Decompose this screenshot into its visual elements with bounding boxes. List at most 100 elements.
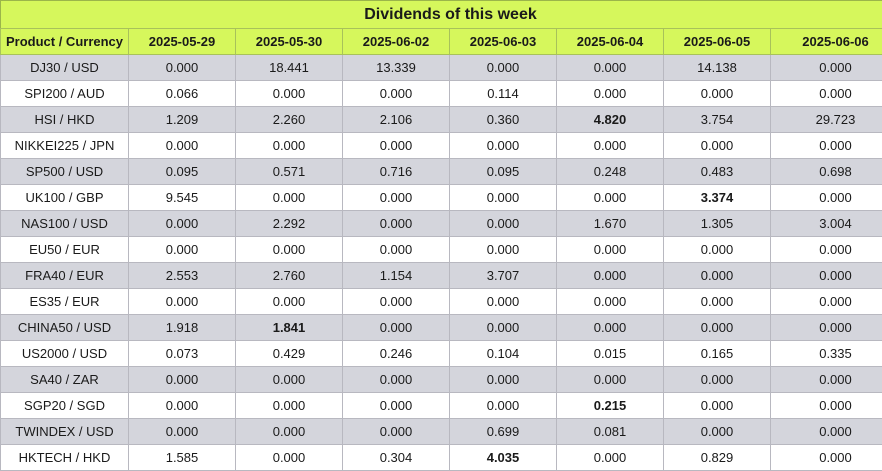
- dividend-cell: 0.429: [236, 341, 343, 367]
- dividend-cell: 1.841: [236, 315, 343, 341]
- dividend-cell: 0.000: [771, 367, 882, 393]
- dividend-cell: 3.754: [664, 107, 771, 133]
- dividend-cell: 0.215: [557, 393, 664, 419]
- dividend-cell: 0.000: [664, 367, 771, 393]
- dividend-cell: 0.000: [771, 185, 882, 211]
- dividend-cell: 1.154: [343, 263, 450, 289]
- dividend-cell: 0.073: [129, 341, 236, 367]
- dividend-cell: 0.248: [557, 159, 664, 185]
- product-cell: TWINDEX / USD: [1, 419, 129, 445]
- dividend-cell: 0.000: [129, 55, 236, 81]
- header-row: Product / Currency 2025-05-29 2025-05-30…: [1, 29, 882, 55]
- table-title: Dividends of this week: [0, 0, 882, 28]
- dividend-cell: 0.000: [450, 55, 557, 81]
- dividend-cell: 0.000: [343, 419, 450, 445]
- dividend-cell: 3.374: [664, 185, 771, 211]
- dividend-cell: 4.035: [450, 445, 557, 471]
- header-date: 2025-05-30: [236, 29, 343, 55]
- dividend-cell: 0.066: [129, 81, 236, 107]
- dividend-cell: 4.820: [557, 107, 664, 133]
- dividend-cell: 2.760: [236, 263, 343, 289]
- product-cell: FRA40 / EUR: [1, 263, 129, 289]
- header-date: 2025-06-02: [343, 29, 450, 55]
- dividend-cell: 0.000: [557, 55, 664, 81]
- dividend-cell: 0.000: [557, 81, 664, 107]
- dividend-cell: 0.000: [771, 263, 882, 289]
- header-date: 2025-06-04: [557, 29, 664, 55]
- dividend-cell: 0.000: [129, 393, 236, 419]
- dividend-cell: 2.260: [236, 107, 343, 133]
- dividend-cell: 13.339: [343, 55, 450, 81]
- product-cell: DJ30 / USD: [1, 55, 129, 81]
- dividend-cell: 0.000: [343, 211, 450, 237]
- dividend-cell: 0.000: [236, 445, 343, 471]
- dividend-cell: 0.000: [771, 445, 882, 471]
- dividend-cell: 0.000: [771, 55, 882, 81]
- product-cell: EU50 / EUR: [1, 237, 129, 263]
- dividend-cell: 0.000: [557, 445, 664, 471]
- product-cell: NAS100 / USD: [1, 211, 129, 237]
- dividend-cell: 0.000: [664, 81, 771, 107]
- dividend-cell: 0.000: [343, 237, 450, 263]
- dividend-cell: 0.716: [343, 159, 450, 185]
- header-date: 2025-06-03: [450, 29, 557, 55]
- dividend-cell: 0.000: [664, 237, 771, 263]
- dividend-cell: 0.000: [771, 81, 882, 107]
- dividend-cell: 0.000: [450, 393, 557, 419]
- dividend-cell: 0.000: [664, 133, 771, 159]
- dividend-cell: 3.004: [771, 211, 882, 237]
- dividend-cell: 0.000: [129, 211, 236, 237]
- dividend-cell: 0.698: [771, 159, 882, 185]
- dividend-cell: 0.483: [664, 159, 771, 185]
- dividend-cell: 0.571: [236, 159, 343, 185]
- dividend-cell: 0.000: [236, 367, 343, 393]
- dividend-cell: 0.000: [557, 237, 664, 263]
- dividend-cell: 0.000: [771, 315, 882, 341]
- dividend-cell: 29.723: [771, 107, 882, 133]
- dividend-cell: 0.000: [664, 263, 771, 289]
- dividend-cell: 0.000: [664, 419, 771, 445]
- dividend-cell: 18.441: [236, 55, 343, 81]
- dividend-cell: 0.000: [450, 289, 557, 315]
- dividend-cell: 1.305: [664, 211, 771, 237]
- dividend-cell: 3.707: [450, 263, 557, 289]
- dividend-cell: 0.104: [450, 341, 557, 367]
- dividend-cell: 0.000: [771, 419, 882, 445]
- dividend-cell: 0.000: [664, 289, 771, 315]
- dividend-cell: 0.246: [343, 341, 450, 367]
- dividend-cell: 0.000: [236, 289, 343, 315]
- dividend-cell: 0.095: [129, 159, 236, 185]
- dividend-cell: 0.000: [236, 133, 343, 159]
- dividend-cell: 0.000: [129, 419, 236, 445]
- product-cell: ES35 / EUR: [1, 289, 129, 315]
- dividend-cell: 0.095: [450, 159, 557, 185]
- product-cell: SPI200 / AUD: [1, 81, 129, 107]
- product-cell: SP500 / USD: [1, 159, 129, 185]
- dividend-cell: 1.585: [129, 445, 236, 471]
- dividend-cell: 1.209: [129, 107, 236, 133]
- product-cell: UK100 / GBP: [1, 185, 129, 211]
- dividend-cell: 0.699: [450, 419, 557, 445]
- dividend-cell: 0.081: [557, 419, 664, 445]
- dividend-cell: 0.000: [450, 315, 557, 341]
- dividend-cell: 0.000: [236, 81, 343, 107]
- dividend-cell: 14.138: [664, 55, 771, 81]
- dividend-cell: 1.670: [557, 211, 664, 237]
- dividend-cell: 0.000: [557, 263, 664, 289]
- dividend-cell: 0.335: [771, 341, 882, 367]
